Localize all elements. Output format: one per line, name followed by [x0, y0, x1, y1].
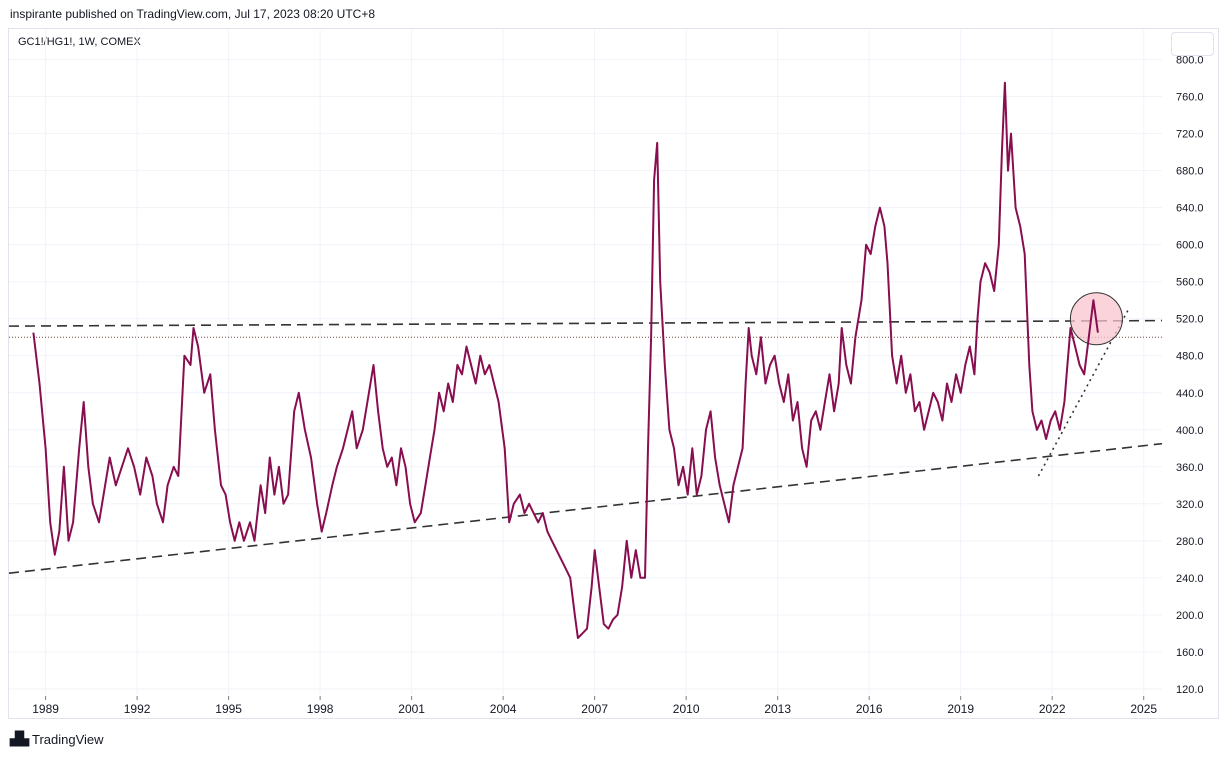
y-tick-label: 760.0	[1176, 92, 1204, 104]
y-tick-label: 480.0	[1176, 351, 1204, 363]
trend-annotations	[8, 309, 1163, 575]
grid-lines	[9, 30, 1162, 695]
y-tick-label: 680.0	[1176, 166, 1204, 178]
x-tick-label: 2010	[673, 702, 700, 716]
footer: ▟▙ TradingView	[10, 731, 104, 747]
x-tick-label: 2001	[398, 702, 425, 716]
y-tick-label: 560.0	[1176, 277, 1204, 289]
x-tick-label: 2004	[490, 702, 517, 716]
chart-frame	[8, 28, 1219, 719]
x-tick-label: 2007	[581, 702, 608, 716]
y-tick-label: 240.0	[1176, 573, 1204, 585]
x-tick-label: 1989	[32, 702, 59, 716]
y-tick-label: 360.0	[1176, 462, 1204, 474]
scale-settings-button[interactable]	[1171, 32, 1214, 56]
x-tick-label: 1998	[307, 702, 334, 716]
y-tick-label: 280.0	[1176, 536, 1204, 548]
ratio-series-line	[32, 81, 1099, 639]
y-tick-label: 400.0	[1176, 425, 1204, 437]
support-trendline	[8, 442, 1163, 575]
resistance-trendline	[8, 319, 1163, 327]
x-tick-label: 2019	[947, 702, 974, 716]
tradingview-logo-icon: ▟▙	[10, 731, 29, 746]
y-tick-label: 720.0	[1176, 129, 1204, 141]
publish-info: inspirante published on TradingView.com,…	[10, 7, 376, 21]
x-axis: 1989 1992 1995 1998 2001 2004 2007 2010 2013 2016…	[32, 696, 1157, 716]
symbol-label: GC1!/HG1!, 1W, COMEX	[18, 36, 141, 48]
x-tick-label: 2022	[1039, 702, 1066, 716]
y-tick-label: 200.0	[1176, 610, 1204, 622]
x-tick-label: 2016	[856, 702, 883, 716]
y-tick-label: 160.0	[1176, 647, 1204, 659]
y-tick-label: 520.0	[1176, 314, 1204, 326]
x-tick-label: 1992	[124, 702, 151, 716]
y-tick-label: 640.0	[1176, 203, 1204, 215]
x-tick-label: 2025	[1130, 702, 1157, 716]
y-tick-label: 800.0	[1176, 55, 1204, 67]
footer-brand: TradingView	[32, 731, 104, 747]
y-axis: 800.0 760.0 720.0 680.0 640.0 600.0 560.0 520.0…	[1176, 55, 1204, 696]
y-tick-label: 320.0	[1176, 499, 1204, 511]
x-tick-label: 1995	[215, 702, 242, 716]
x-tick-label: 2013	[764, 702, 791, 716]
y-tick-label: 120.0	[1176, 684, 1204, 696]
y-tick-label: 600.0	[1176, 240, 1204, 252]
y-tick-label: 440.0	[1176, 388, 1204, 400]
